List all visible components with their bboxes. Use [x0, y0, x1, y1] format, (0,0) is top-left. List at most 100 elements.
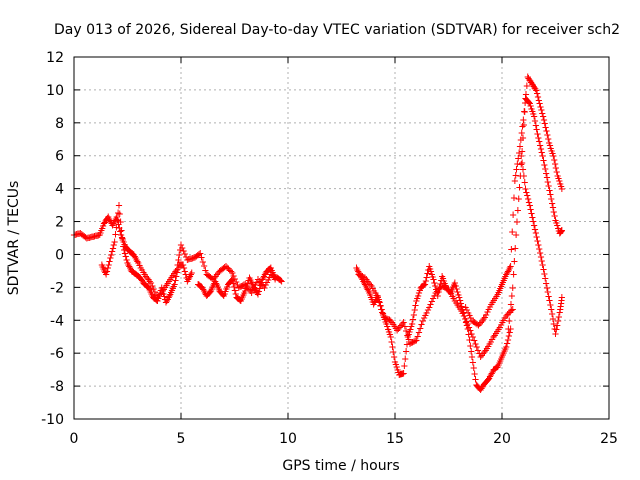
plot-frame [73, 56, 610, 420]
data-point: + [253, 275, 260, 289]
data-point: + [175, 257, 182, 271]
data-point: + [388, 315, 395, 329]
data-point: + [392, 357, 399, 371]
data-point: + [262, 266, 269, 280]
data-point: + [557, 302, 564, 316]
data-point: + [417, 321, 424, 335]
data-point: + [154, 294, 161, 308]
data-point: + [529, 78, 536, 92]
data-point: + [542, 276, 549, 290]
data-point: + [360, 274, 367, 288]
data-point: + [477, 349, 484, 363]
data-point: + [266, 261, 273, 275]
data-point: + [504, 332, 511, 346]
data-point: + [240, 288, 247, 302]
data-point: + [105, 210, 112, 224]
data-point: + [436, 281, 443, 295]
data-point: + [247, 284, 254, 298]
data-point: + [529, 104, 536, 118]
data-point: + [156, 288, 163, 302]
data-point: + [99, 259, 106, 273]
data-point: + [510, 208, 517, 222]
data-point: + [153, 287, 160, 301]
data-point: + [144, 280, 151, 294]
data-point: + [254, 286, 261, 300]
data-point: + [122, 249, 129, 263]
data-point: + [447, 285, 454, 299]
data-point: + [178, 257, 185, 271]
data-point: + [531, 80, 538, 94]
data-point: + [393, 360, 400, 374]
data-point: + [363, 272, 370, 286]
data-point: + [224, 279, 231, 293]
data-point: + [383, 317, 390, 331]
data-point: + [229, 272, 236, 286]
data-point: + [536, 138, 543, 152]
data-point: + [276, 272, 283, 286]
data-point: + [369, 281, 376, 295]
data-point: + [85, 231, 92, 245]
data-point: + [220, 289, 227, 303]
data-point: + [153, 293, 160, 307]
data-point: + [184, 252, 191, 266]
data-point: + [256, 281, 263, 295]
data-point: + [269, 265, 276, 279]
data-point: + [420, 311, 427, 325]
data-point: + [500, 273, 507, 287]
data-point: + [546, 138, 553, 152]
data-point: + [141, 277, 148, 291]
data-point: + [108, 247, 115, 261]
data-point: + [476, 317, 483, 331]
data-point: + [100, 261, 107, 275]
data-point: + [547, 187, 554, 201]
data-point: + [404, 330, 411, 344]
data-point: + [428, 267, 435, 281]
data-point: + [114, 205, 121, 219]
data-point: + [557, 179, 564, 193]
data-point: + [377, 298, 384, 312]
data-point: + [90, 229, 97, 243]
data-point: + [364, 274, 371, 288]
data-point: + [487, 334, 494, 348]
data-point: + [392, 321, 399, 335]
data-point: + [490, 363, 497, 377]
data-point: + [540, 153, 547, 167]
data-point: + [209, 280, 216, 294]
data-point: + [553, 216, 560, 230]
data-point: + [255, 284, 262, 298]
data-point: + [147, 275, 154, 289]
data-point: + [167, 272, 174, 286]
data-point: + [162, 292, 169, 306]
data-point: + [373, 292, 380, 306]
data-point: + [396, 320, 403, 334]
data-point: + [555, 171, 562, 185]
data-point: + [525, 71, 532, 85]
data-point: + [481, 345, 488, 359]
data-point: + [86, 230, 93, 244]
data-point: + [403, 323, 410, 337]
data-point: + [469, 355, 476, 369]
data-point: + [555, 223, 562, 237]
data-point: + [155, 291, 162, 305]
data-point: + [472, 372, 479, 386]
data-point: + [116, 206, 123, 220]
data-point: + [444, 281, 451, 295]
y-tick-label: 6 [55, 149, 64, 165]
data-point: + [164, 276, 171, 290]
data-point: + [405, 327, 412, 341]
data-point: + [355, 267, 362, 281]
data-point: + [407, 322, 414, 336]
data-point: + [505, 262, 512, 276]
data-point: + [126, 244, 133, 258]
data-point: + [197, 246, 204, 260]
data-point: + [129, 247, 136, 261]
data-point: + [490, 293, 497, 307]
data-point: + [538, 103, 545, 117]
data-point: + [102, 267, 109, 281]
data-point: + [558, 223, 565, 237]
data-point: + [104, 261, 111, 275]
data-point: + [272, 272, 279, 286]
data-point: + [222, 284, 229, 298]
data-point: + [527, 75, 534, 89]
data-point: + [498, 349, 505, 363]
